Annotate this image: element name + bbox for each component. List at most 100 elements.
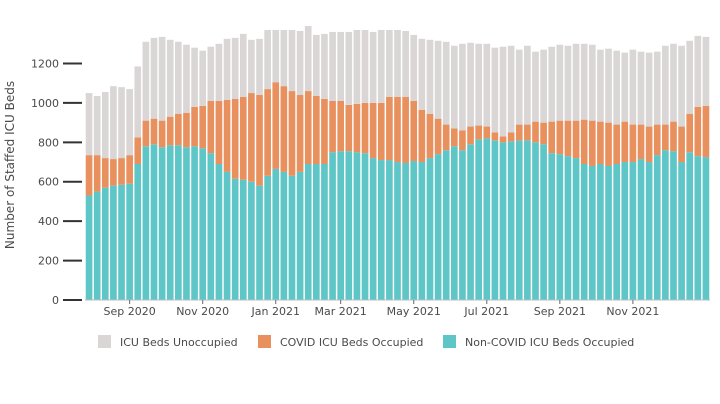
bar-segment-non-covid-icu-beds-occupied <box>386 160 393 300</box>
bar-segment-non-covid-icu-beds-occupied <box>662 150 669 300</box>
bar-segment-covid-icu-beds-occupied <box>110 159 117 186</box>
bar-segment-non-covid-icu-beds-occupied <box>93 191 101 300</box>
bar-segment-icu-beds-unoccupied <box>532 51 539 122</box>
bar-segment-non-covid-icu-beds-occupied <box>442 150 450 300</box>
bar-segment-non-covid-icu-beds-occupied <box>605 165 612 300</box>
bar-segment-covid-icu-beds-occupied <box>353 103 361 153</box>
legend-item-covid-icu-beds-occupied[interactable]: COVID ICU Beds Occupied <box>258 335 423 349</box>
bar-segment-non-covid-icu-beds-occupied <box>223 171 231 300</box>
bar-segment-non-covid-icu-beds-occupied <box>110 185 117 300</box>
legend: ICU Beds Unoccupied COVID ICU Beds Occupi… <box>98 335 634 349</box>
bar-segment-covid-icu-beds-occupied <box>613 124 620 164</box>
bar-segment-icu-beds-unoccupied <box>191 47 198 107</box>
legend-item-non-covid-icu-beds-occupied[interactable]: Non-COVID ICU Beds Occupied <box>443 335 634 349</box>
bar-segment-icu-beds-unoccupied <box>645 52 653 127</box>
bar-segment-covid-icu-beds-occupied <box>272 82 280 169</box>
bar-segment-non-covid-icu-beds-occupied <box>321 164 328 300</box>
bar-segment-non-covid-icu-beds-occupied <box>377 160 385 300</box>
bar-segment-covid-icu-beds-occupied <box>142 120 150 147</box>
bar-segment-icu-beds-unoccupied <box>442 41 450 125</box>
x-tick-label: Sep 2020 <box>104 305 156 318</box>
bar-segment-non-covid-icu-beds-occupied <box>288 175 296 300</box>
bar-segment-icu-beds-unoccupied <box>564 45 572 121</box>
bar-segment-icu-beds-unoccupied <box>686 40 694 114</box>
bar-segment-non-covid-icu-beds-occupied <box>410 161 418 300</box>
bar-segment-covid-icu-beds-occupied <box>442 124 450 151</box>
bar-segment-non-covid-icu-beds-occupied <box>597 164 604 300</box>
bar-segment-non-covid-icu-beds-occupied <box>256 185 263 300</box>
bar-segment-covid-icu-beds-occupied <box>394 96 401 163</box>
bar-segment-icu-beds-unoccupied <box>101 92 109 159</box>
bar-segment-covid-icu-beds-occupied <box>223 99 231 172</box>
x-tick-label: Mar 2021 <box>315 305 367 318</box>
bar-segment-covid-icu-beds-occupied <box>183 112 190 148</box>
bar-segment-covid-icu-beds-occupied <box>524 124 531 141</box>
bar-segment-icu-beds-unoccupied <box>231 37 239 99</box>
bar-segment-icu-beds-unoccupied <box>637 51 645 125</box>
bar-segment-covid-icu-beds-occupied <box>548 121 556 154</box>
bar-segment-covid-icu-beds-occupied <box>410 100 418 162</box>
bar-segment-non-covid-icu-beds-occupied <box>548 153 556 300</box>
legend-swatch <box>258 335 271 348</box>
bar-segment-covid-icu-beds-occupied <box>670 121 677 152</box>
bar-segment-non-covid-icu-beds-occupied <box>613 164 620 300</box>
bar-segment-non-covid-icu-beds-occupied <box>304 164 312 300</box>
bar-segment-icu-beds-unoccupied <box>572 43 580 121</box>
bar-segment-non-covid-icu-beds-occupied <box>272 168 280 300</box>
bar-segment-covid-icu-beds-occupied <box>118 158 125 185</box>
x-tick-label: Jul 2021 <box>463 305 509 318</box>
bar-segment-non-covid-icu-beds-occupied <box>134 164 142 300</box>
bar-segment-covid-icu-beds-occupied <box>402 96 409 164</box>
bar-segment-covid-icu-beds-occupied <box>134 137 142 164</box>
bar-segment-covid-icu-beds-occupied <box>377 102 385 161</box>
bar-segment-covid-icu-beds-occupied <box>337 100 345 152</box>
y-axis-title: Number of Staffed ICU Beds <box>3 81 17 249</box>
bar-segment-non-covid-icu-beds-occupied <box>166 145 174 300</box>
bar-segment-covid-icu-beds-occupied <box>499 136 507 143</box>
bar-segment-icu-beds-unoccupied <box>361 29 369 103</box>
bar-segment-covid-icu-beds-occupied <box>621 121 629 163</box>
bar-segment-non-covid-icu-beds-occupied <box>369 158 377 300</box>
bar-segment-covid-icu-beds-occupied <box>239 96 247 180</box>
bar-segment-non-covid-icu-beds-occupied <box>670 151 677 300</box>
bar-segment-icu-beds-unoccupied <box>450 45 458 129</box>
bar-segment-covid-icu-beds-occupied <box>515 124 523 141</box>
bar-segment-covid-icu-beds-occupied <box>175 113 182 146</box>
bar-segment-non-covid-icu-beds-occupied <box>394 162 401 300</box>
bar-segment-non-covid-icu-beds-occupied <box>637 159 645 300</box>
bar-segment-icu-beds-unoccupied <box>215 43 223 101</box>
x-tick-label: Sep 2021 <box>534 305 586 318</box>
bar-segment-icu-beds-unoccupied <box>588 44 596 121</box>
bar-segment-covid-icu-beds-occupied <box>248 93 255 182</box>
bar-segment-non-covid-icu-beds-occupied <box>459 150 466 300</box>
bar-segment-non-covid-icu-beds-occupied <box>239 179 247 300</box>
bar-segment-non-covid-icu-beds-occupied <box>313 164 320 300</box>
bar-segment-non-covid-icu-beds-occupied <box>207 153 215 300</box>
bar-segment-covid-icu-beds-occupied <box>694 106 702 157</box>
bar-segment-non-covid-icu-beds-occupied <box>629 162 637 300</box>
bar-segment-icu-beds-unoccupied <box>694 35 702 107</box>
bar-segment-icu-beds-unoccupied <box>670 43 677 122</box>
bar-segment-covid-icu-beds-occupied <box>629 124 637 163</box>
bar-segment-non-covid-icu-beds-occupied <box>483 138 491 300</box>
legend-item-icu-beds-unoccupied[interactable]: ICU Beds Unoccupied <box>98 335 238 349</box>
bar-segment-icu-beds-unoccupied <box>410 34 418 101</box>
bar-segment-covid-icu-beds-occupied <box>207 100 215 154</box>
bar-segment-non-covid-icu-beds-occupied <box>467 144 474 300</box>
bar-segment-covid-icu-beds-occupied <box>256 95 263 186</box>
bar-segment-non-covid-icu-beds-occupied <box>353 152 361 300</box>
legend-swatch <box>98 335 111 348</box>
bar-segment-icu-beds-unoccupied <box>248 39 255 94</box>
bar-segment-non-covid-icu-beds-occupied <box>694 156 702 300</box>
bar-segment-covid-icu-beds-occupied <box>313 96 320 164</box>
bar-segment-icu-beds-unoccupied <box>345 31 353 105</box>
bar-segment-non-covid-icu-beds-occupied <box>85 195 93 300</box>
bar-segment-covid-icu-beds-occupied <box>572 120 580 159</box>
bar-segment-icu-beds-unoccupied <box>142 41 150 121</box>
bar-segment-non-covid-icu-beds-occupied <box>101 187 109 300</box>
bar-segment-non-covid-icu-beds-occupied <box>532 142 539 300</box>
bar-segment-covid-icu-beds-occupied <box>150 118 158 145</box>
bar-segment-icu-beds-unoccupied <box>515 49 523 125</box>
bar-segment-covid-icu-beds-occupied <box>126 155 133 184</box>
bar-segment-icu-beds-unoccupied <box>475 43 482 126</box>
